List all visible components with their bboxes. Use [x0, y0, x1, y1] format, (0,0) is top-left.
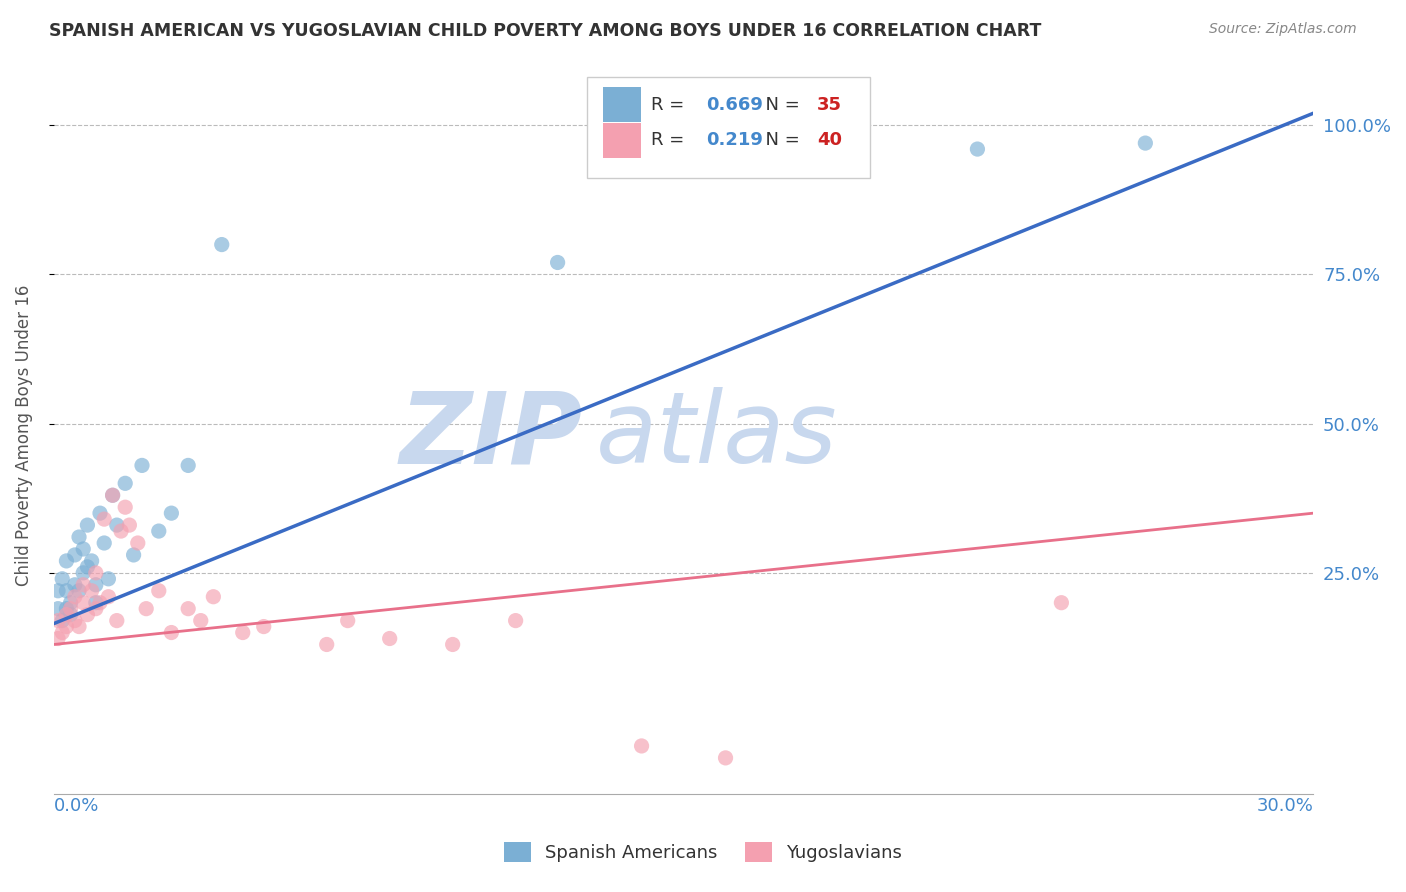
Text: 30.0%: 30.0%: [1257, 797, 1313, 814]
Point: [76, 518, 98, 533]
Point: [72, 578, 94, 592]
Point: [118, 518, 141, 533]
Point: [714, 751, 737, 765]
Y-axis label: Child Poverty Among Boys Under 16: Child Poverty Among Boys Under 16: [15, 285, 32, 586]
Point: [76, 607, 98, 622]
Point: [72, 566, 94, 580]
Point: [67, 530, 90, 544]
Point: [315, 638, 337, 652]
Point: [59, 607, 82, 622]
Text: Source: ZipAtlas.com: Source: ZipAtlas.com: [1209, 22, 1357, 37]
Point: [101, 488, 124, 502]
Text: 0.219: 0.219: [706, 131, 763, 150]
Text: ZIP: ZIP: [399, 387, 583, 484]
Point: [59, 596, 82, 610]
Text: R =: R =: [651, 95, 690, 113]
Point: [89, 596, 111, 610]
Point: [55, 619, 77, 633]
Point: [55, 583, 77, 598]
Point: [93, 512, 115, 526]
Point: [84, 596, 107, 610]
Point: [89, 506, 111, 520]
Point: [51, 625, 73, 640]
Point: [63, 578, 86, 592]
Point: [336, 614, 359, 628]
Text: 0.0%: 0.0%: [53, 797, 100, 814]
Point: [505, 614, 527, 628]
Point: [72, 541, 94, 556]
Point: [105, 518, 128, 533]
Point: [59, 601, 82, 615]
Point: [51, 572, 73, 586]
Point: [97, 572, 120, 586]
Point: [67, 619, 90, 633]
Point: [76, 560, 98, 574]
Point: [127, 536, 149, 550]
Point: [67, 583, 90, 598]
Point: [80, 554, 103, 568]
Point: [1135, 136, 1157, 150]
Text: N =: N =: [754, 131, 806, 150]
Point: [148, 583, 170, 598]
Point: [114, 476, 136, 491]
Text: SPANISH AMERICAN VS YUGOSLAVIAN CHILD POVERTY AMONG BOYS UNDER 16 CORRELATION CH: SPANISH AMERICAN VS YUGOSLAVIAN CHILD PO…: [49, 22, 1042, 40]
Bar: [603, 123, 641, 158]
Point: [160, 625, 183, 640]
Point: [84, 566, 107, 580]
Point: [51, 614, 73, 628]
Point: [547, 255, 569, 269]
Point: [46, 601, 69, 615]
Text: atlas: atlas: [595, 387, 837, 484]
Point: [232, 625, 254, 640]
Point: [105, 614, 128, 628]
Point: [110, 524, 132, 538]
Point: [202, 590, 225, 604]
Point: [84, 578, 107, 592]
Point: [55, 554, 77, 568]
Point: [114, 500, 136, 515]
Point: [101, 488, 124, 502]
Point: [131, 458, 153, 473]
Point: [46, 614, 69, 628]
Point: [211, 237, 233, 252]
Point: [93, 536, 115, 550]
Point: [46, 632, 69, 646]
Text: N =: N =: [754, 95, 806, 113]
Point: [177, 601, 200, 615]
Point: [72, 596, 94, 610]
Point: [84, 601, 107, 615]
Text: 40: 40: [817, 131, 842, 150]
Point: [160, 506, 183, 520]
Point: [1050, 596, 1073, 610]
Point: [441, 638, 464, 652]
FancyBboxPatch shape: [586, 78, 870, 178]
Point: [63, 590, 86, 604]
Text: 35: 35: [817, 95, 842, 113]
Text: R =: R =: [651, 131, 690, 150]
Point: [63, 548, 86, 562]
Point: [135, 601, 157, 615]
Bar: [603, 87, 641, 122]
Point: [177, 458, 200, 473]
Point: [378, 632, 401, 646]
Point: [63, 614, 86, 628]
Text: 0.669: 0.669: [706, 95, 763, 113]
Point: [966, 142, 988, 156]
Point: [46, 583, 69, 598]
Point: [122, 548, 145, 562]
Point: [55, 607, 77, 622]
Point: [148, 524, 170, 538]
Point: [97, 590, 120, 604]
Point: [253, 619, 276, 633]
Point: [55, 601, 77, 615]
Point: [190, 614, 212, 628]
Point: [630, 739, 652, 753]
Point: [80, 583, 103, 598]
Legend: Spanish Americans, Yugoslavians: Spanish Americans, Yugoslavians: [496, 834, 910, 870]
